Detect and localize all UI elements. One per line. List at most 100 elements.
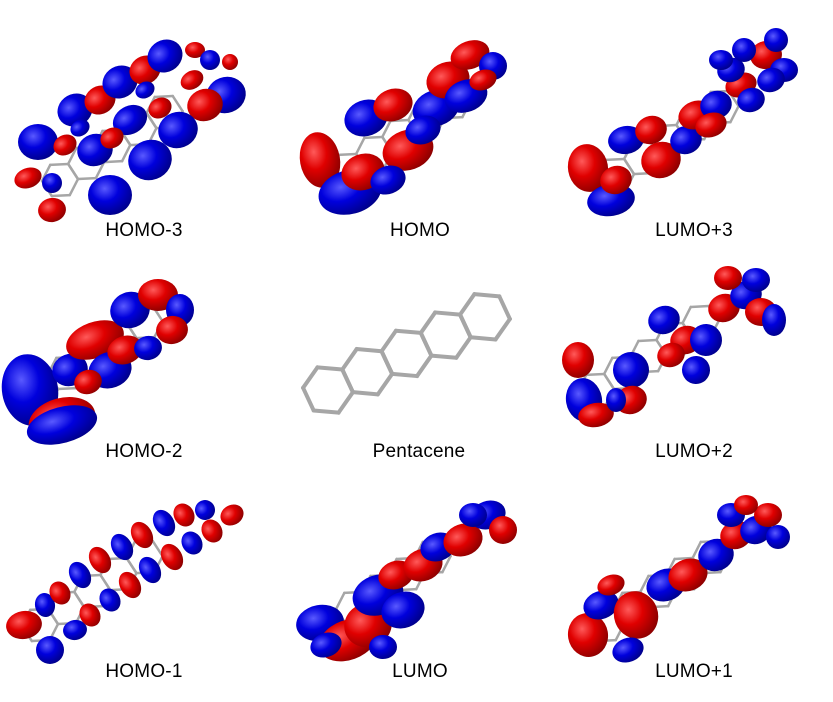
panel-homo: HOMO (278, 0, 556, 250)
panel-homo-1: HOMO-1 (0, 475, 278, 702)
negative-lobe (459, 503, 487, 527)
negative-lobe (405, 115, 441, 145)
negative-lobe (34, 593, 56, 617)
positive-lobe (373, 88, 413, 122)
negative-lobe (310, 632, 342, 658)
positive-lobe (714, 266, 742, 290)
negative-lobe (112, 104, 148, 136)
negative-lobe (134, 335, 162, 361)
positive-lobe (100, 127, 124, 149)
negative-lobe (102, 65, 138, 99)
negative-lobe (88, 175, 132, 215)
positive-lobe (180, 70, 204, 90)
label-homo-1: HOMO-1 (105, 661, 183, 682)
panel-homo-3: HOMO-3 (0, 0, 278, 250)
positive-lobe (469, 69, 497, 91)
negative-lobe (195, 500, 215, 520)
positive-lobe (53, 134, 77, 156)
positive-lobe (130, 521, 154, 549)
negative-lobe (757, 67, 785, 93)
label-lumo: LUMO (392, 661, 448, 682)
negative-lobe (147, 39, 183, 73)
positive-lobe (443, 523, 483, 557)
positive-lobe (88, 546, 112, 574)
orbital-plot-lumo-3 (567, 28, 798, 217)
positive-lobe (600, 165, 632, 195)
negative-lobe (158, 111, 198, 149)
label-homo-3: HOMO-3 (105, 220, 183, 241)
positive-lobe (489, 516, 517, 544)
negative-lobe (369, 635, 397, 659)
negative-lobe (110, 533, 134, 561)
negative-lobe (70, 119, 90, 137)
negative-lobe (608, 125, 644, 155)
negative-lobe (99, 588, 121, 612)
positive-lobe (118, 571, 142, 599)
pentacene-bonds (301, 292, 512, 415)
negative-lobe (138, 556, 162, 584)
negative-lobe (181, 531, 203, 555)
negative-lobe (57, 93, 93, 127)
panel-lumo-1: LUMO+1 (556, 475, 833, 702)
negative-lobe (128, 139, 172, 181)
positive-lobe (74, 369, 102, 395)
negative-lobe (26, 405, 98, 445)
orbital-lobes (299, 40, 507, 215)
label-lumo-3: LUMO+3 (655, 220, 733, 241)
positive-lobe (562, 342, 594, 378)
negative-lobe (698, 538, 734, 572)
positive-lobe (578, 402, 614, 428)
orbital-plot-lumo (296, 500, 517, 662)
orbital-plot-lumo-1 (567, 495, 790, 663)
positive-lobe (187, 88, 223, 122)
positive-lobe (222, 54, 238, 70)
positive-lobe (38, 197, 66, 223)
positive-lobe (148, 97, 172, 119)
negative-lobe (135, 81, 155, 99)
negative-lobe (63, 619, 87, 641)
label-homo-2: HOMO-2 (105, 441, 183, 462)
negative-lobe (690, 324, 722, 356)
pentacene-structure (301, 292, 512, 415)
negative-lobe (381, 591, 425, 629)
positive-lobe (49, 581, 71, 605)
negative-lobe (612, 637, 644, 663)
orbital-plot-lumo-2 (562, 266, 786, 428)
orbital-plot-homo-3 (14, 39, 246, 223)
positive-lobe (156, 315, 188, 345)
negative-lobe (606, 388, 626, 412)
negative-lobe (682, 356, 710, 384)
negative-lobe (613, 352, 649, 388)
positive-lobe (160, 543, 184, 571)
label-lumo-2: LUMO+2 (655, 441, 733, 462)
negative-lobe (709, 50, 733, 70)
negative-lobe (764, 28, 788, 52)
negative-lobe (583, 590, 619, 620)
negative-lobe (700, 90, 732, 120)
negative-lobe (200, 50, 220, 70)
orbital-lobes (6, 500, 244, 664)
negative-lobe (670, 125, 702, 155)
orbital-lobes (567, 28, 798, 217)
label-homo: HOMO (390, 220, 450, 241)
negative-lobe (36, 636, 64, 664)
orbital-lobes (567, 495, 790, 663)
panel-homo-2: HOMO-2 (0, 250, 278, 475)
orbital-lobes (296, 500, 517, 662)
orbital-lobes (14, 39, 246, 223)
negative-lobe (742, 268, 770, 292)
label-pentacene: Pentacene (372, 441, 466, 462)
orbital-lobes (562, 266, 786, 428)
positive-lobe (567, 613, 609, 657)
negative-lobe (766, 525, 790, 549)
panel-lumo: LUMO (278, 475, 556, 702)
positive-lobe (597, 574, 625, 596)
negative-lobe (68, 561, 92, 589)
positive-lobe (107, 335, 143, 365)
positive-lobe (567, 144, 609, 192)
positive-lobe (6, 610, 42, 640)
panel-lumo-3: LUMO+3 (556, 0, 833, 250)
orbital-plot-homo-2 (1, 279, 194, 445)
positive-lobe (14, 167, 42, 189)
positive-lobe (754, 503, 782, 527)
